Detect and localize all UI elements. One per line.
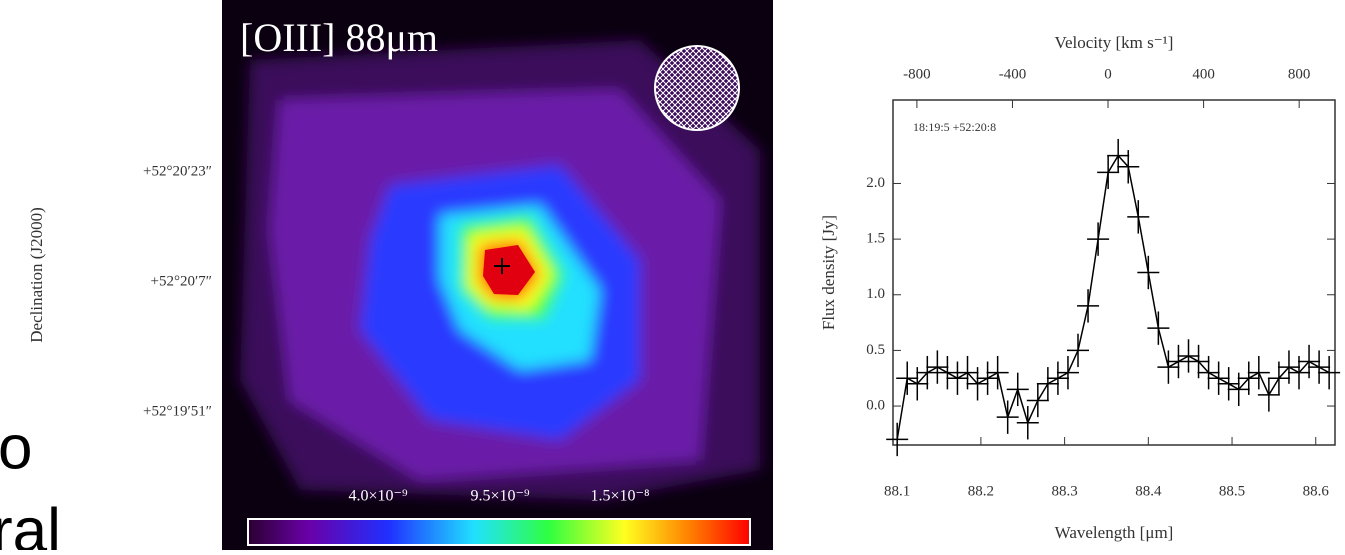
x-tick-label: 88.2 <box>968 483 994 499</box>
map-image <box>222 0 773 550</box>
spectrum-chart: 88.1 88.2 88.3 88.4 88.5 88.6 -800 -400 0 400 800 0… <box>819 33 1340 542</box>
x2-tick-label: -800 <box>903 66 931 82</box>
y-tick-label: 1.5 <box>866 231 885 247</box>
x-tick-label: 88.6 <box>1303 483 1330 499</box>
slide-text: ral <box>0 496 61 550</box>
x2-tick-label: -400 <box>999 66 1027 82</box>
colorbar-label: 9.5×10⁻⁹ <box>470 488 529 505</box>
colorbar-label: 1.5×10⁻⁸ <box>590 488 649 505</box>
slide-text: o <box>0 413 32 482</box>
y-axis-label: Flux density [Jy] <box>819 215 838 330</box>
x-tick-label: 88.4 <box>1135 483 1162 499</box>
slide: o ral Declination (J2000) +52°20′23″ +52… <box>0 0 1345 550</box>
x2-tick-label: 0 <box>1104 66 1112 82</box>
x2-tick-label: 400 <box>1192 66 1215 82</box>
map-y-label: Declination (J2000) <box>27 207 46 343</box>
x-tick-label: 88.5 <box>1219 483 1245 499</box>
annotation: 18:19:5 +52:20:8 <box>913 120 996 134</box>
x-tick-label: 88.1 <box>884 483 910 499</box>
x2-tick-label: 800 <box>1288 66 1311 82</box>
map-y-tick-label: +52°20′7″ <box>151 273 213 289</box>
y-tick-label: 0.0 <box>866 397 885 413</box>
spectrum-line <box>897 156 1329 440</box>
x2-axis-label: Velocity [km s⁻¹] <box>1055 33 1174 52</box>
colorbar-label: 4.0×10⁻⁹ <box>348 488 407 505</box>
map-y-tick-label: +52°19′51″ <box>143 403 212 419</box>
y-tick-label: 1.0 <box>866 286 885 302</box>
y-tick-label: 0.5 <box>866 342 885 358</box>
map-y-tick-label: +52°20′23″ <box>143 163 212 179</box>
x-axis-label: Wavelength [μm] <box>1055 523 1174 542</box>
y-tick-label: 2.0 <box>866 175 885 191</box>
x-tick-label: 88.3 <box>1051 483 1077 499</box>
map-title: [OIII] 88μm <box>240 15 438 60</box>
